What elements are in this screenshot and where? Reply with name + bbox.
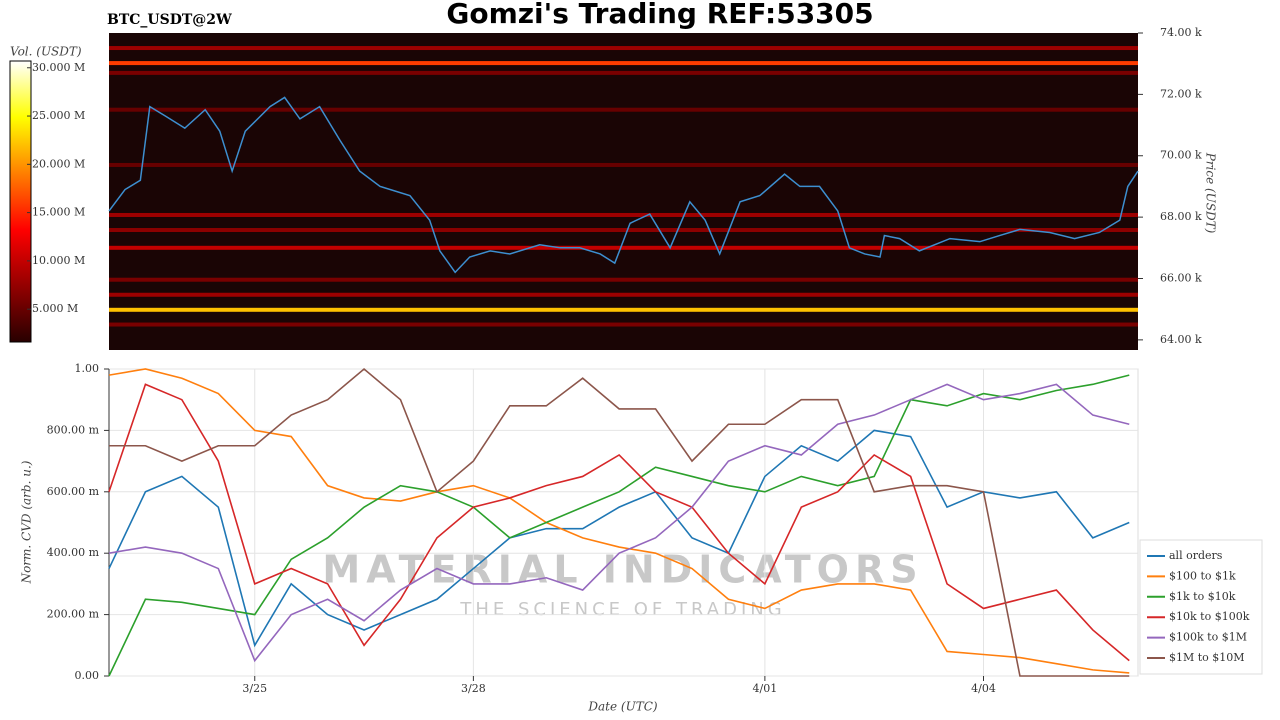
colorbar-tick-label: 25.000 M [32,109,85,122]
x-tick-label: 3/28 [461,682,486,695]
legend-label: $100 to $1k [1169,569,1236,582]
legend-label: all orders [1169,549,1223,562]
series-line [108,374,1130,677]
series-line [108,383,1130,663]
legend-label: $100k to $1M [1169,631,1247,644]
series-line [109,367,1130,677]
colorbar-label: Vol. (USDT) [10,45,82,59]
x-tick-label: 4/04 [971,682,996,695]
series-line [108,429,1130,648]
y-tick-label: 1.00 [75,362,100,375]
price-line [108,96,1139,274]
colorbar-tick-label: 10.000 M [32,254,85,267]
liquidity-level [109,212,1138,217]
colorbar-tick-label: 5.000 M [32,302,78,315]
y-tick-label: 400.00 m [47,546,100,559]
y-tick-label: 600.00 m [47,485,100,498]
plot-area [108,368,1139,677]
liquidity-level [109,277,1138,282]
colorbar-tick-label: 15.000 M [32,206,85,219]
y-tick-label: 0.00 [75,669,100,682]
liquidity-level [109,307,1138,312]
liquidity-level [109,61,1138,66]
chart-title: Gomzi's Trading REF:53305 [446,0,873,30]
y-tick-label: 72.00 k [1160,87,1202,100]
legend-label: $1M to $10M [1169,651,1245,664]
x-tick-label: 3/25 [242,682,267,695]
symbol-label: BTC_USDT@2W [107,12,232,28]
x-axis-label: Date (UTC) [587,700,657,714]
legend [1139,539,1263,675]
y-axis-label: Norm. CVD (arb. u.) [20,460,34,584]
colorbar [9,60,32,343]
liquidity-level [109,70,1138,75]
y-tick-label: 66.00 k [1160,271,1202,284]
y-tick-label: 800.00 m [47,423,100,436]
y-tick-label: 200.00 m [47,608,100,621]
series-line [108,383,1130,662]
y-axis-label: Price (USDT) [1204,152,1218,234]
x-tick-label: 4/01 [753,682,778,695]
liquidity-level [109,292,1138,297]
series-line [108,368,1130,674]
liquidity-level [109,107,1138,112]
y-tick-label: 74.00 k [1160,26,1202,39]
liquidity-level [109,162,1138,167]
y-tick-label: 64.00 k [1160,333,1202,346]
liquidity-level [109,322,1138,327]
colorbar-tick-label: 30.000 M [32,61,85,74]
legend-label: $10k to $100k [1169,610,1250,623]
legend-label: $1k to $10k [1169,590,1236,603]
y-tick-label: 68.00 k [1160,210,1202,223]
y-tick-label: 70.00 k [1160,149,1202,162]
colorbar-tick-label: 20.000 M [32,157,85,170]
liquidity-level [109,245,1138,250]
watermark: MATERIAL INDICATORS [322,548,923,592]
liquidity-level [109,228,1138,233]
liquidity-level [109,46,1138,51]
heatmap-background [109,33,1138,350]
